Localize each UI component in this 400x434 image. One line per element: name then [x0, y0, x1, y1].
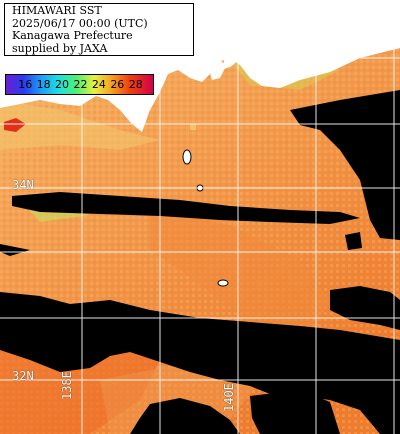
- land-miura: [208, 60, 226, 80]
- lat-label-32n: 32N: [12, 369, 34, 383]
- title-region: Kanagawa Prefecture: [12, 29, 133, 42]
- colorbar-label-18: 18: [36, 78, 51, 91]
- cloud-patch-south-2: [250, 390, 340, 434]
- title-product: HIMAWARI SST: [12, 4, 102, 17]
- title-box: HIMAWARI SST 2025/06/17 00:00 (UTC) Kana…: [4, 3, 194, 56]
- cloud-patch-southeast: [330, 286, 400, 330]
- colorbar-label-26: 26: [110, 78, 125, 91]
- lon-label-138e: 138E: [60, 371, 74, 400]
- lat-label-34n: 34N: [12, 178, 34, 192]
- colorbar-label-16: 16: [18, 78, 33, 91]
- cloud-band-south: [0, 292, 400, 434]
- title-datetime: 2025/06/17 00:00 (UTC): [12, 16, 148, 30]
- warm-water-zone: [150, 210, 330, 340]
- island-patch: [190, 124, 196, 130]
- lon-label-140e: 140E: [222, 383, 236, 412]
- colorbar-label-20: 20: [55, 78, 70, 91]
- cloud-band-north: [12, 192, 360, 224]
- land-peninsula: [222, 40, 248, 70]
- land-boso: [330, 25, 400, 55]
- title-credit: supplied by JAXA: [12, 41, 108, 55]
- hot-patch-coast: [4, 118, 26, 132]
- cloud-patch-west: [0, 244, 30, 256]
- colorbar-label-28: 28: [128, 78, 143, 91]
- cool-water-zone-coast: [0, 100, 160, 150]
- cloud-patch-south: [130, 398, 240, 434]
- colorbar-label-24: 24: [91, 78, 106, 91]
- cloud-patch-east: [345, 232, 362, 250]
- temperature-colorbar: 16 18 20 22 24 26 28: [5, 74, 154, 95]
- colorbar-label-22: 22: [73, 78, 88, 91]
- island-oshima: [182, 149, 192, 165]
- cloud-mass-east: [290, 90, 400, 240]
- island-miyake: [217, 279, 229, 287]
